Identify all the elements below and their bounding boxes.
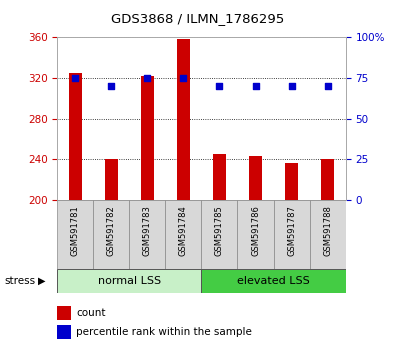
FancyBboxPatch shape	[57, 269, 201, 293]
Point	[324, 83, 331, 89]
FancyBboxPatch shape	[237, 200, 274, 269]
Bar	[141, 76, 154, 200]
Text: stress: stress	[4, 276, 35, 286]
FancyBboxPatch shape	[57, 200, 93, 269]
Point	[108, 83, 115, 89]
Text: GSM591787: GSM591787	[287, 206, 296, 256]
Bar	[177, 39, 190, 200]
Point	[144, 75, 150, 81]
FancyBboxPatch shape	[201, 200, 237, 269]
Bar	[69, 73, 82, 200]
Bar	[57, 325, 71, 339]
Text: GSM591781: GSM591781	[71, 206, 80, 256]
Text: GSM591788: GSM591788	[323, 206, 332, 256]
FancyBboxPatch shape	[93, 200, 130, 269]
Text: GSM591784: GSM591784	[179, 206, 188, 256]
FancyBboxPatch shape	[274, 200, 310, 269]
Point	[72, 75, 79, 81]
Bar	[105, 159, 118, 200]
Text: elevated LSS: elevated LSS	[237, 276, 310, 286]
Text: GSM591783: GSM591783	[143, 206, 152, 256]
Text: count: count	[76, 308, 106, 318]
FancyBboxPatch shape	[310, 200, 346, 269]
Text: GDS3868 / ILMN_1786295: GDS3868 / ILMN_1786295	[111, 12, 284, 25]
Bar	[213, 154, 226, 200]
FancyBboxPatch shape	[166, 200, 201, 269]
Bar	[57, 306, 71, 320]
Point	[288, 83, 295, 89]
Point	[216, 83, 223, 89]
Point	[252, 83, 259, 89]
Bar	[285, 163, 298, 200]
FancyBboxPatch shape	[130, 200, 166, 269]
Text: GSM591782: GSM591782	[107, 206, 116, 256]
Text: normal LSS: normal LSS	[98, 276, 161, 286]
Bar	[321, 159, 334, 200]
Bar	[249, 156, 262, 200]
Text: GSM591786: GSM591786	[251, 206, 260, 256]
FancyBboxPatch shape	[201, 269, 346, 293]
Text: percentile rank within the sample: percentile rank within the sample	[76, 327, 252, 337]
Point	[180, 75, 186, 81]
Text: ▶: ▶	[38, 276, 45, 286]
Text: GSM591785: GSM591785	[215, 206, 224, 256]
